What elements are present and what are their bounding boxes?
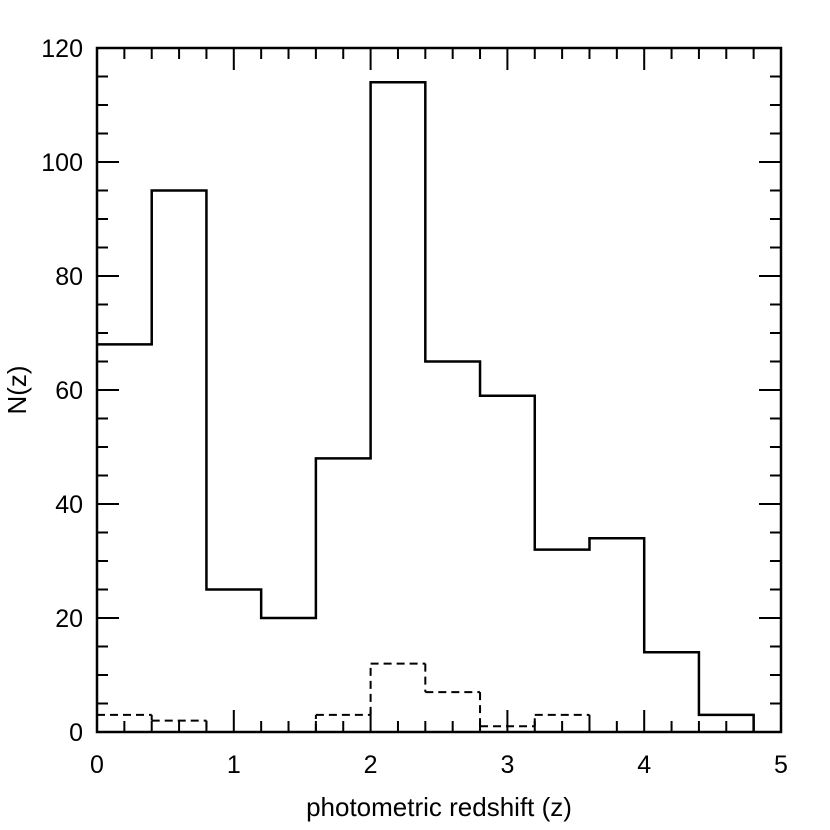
x-tick-label: 2 [364, 751, 378, 779]
y-axis-label: N(z) [2, 365, 32, 414]
y-tick-label: 120 [41, 35, 83, 63]
y-tick-label: 40 [55, 491, 83, 519]
axis-ticks [96, 47, 782, 733]
y-tick-label: 60 [55, 377, 83, 405]
y-tick-label: 0 [69, 719, 83, 747]
y-tick-label: 80 [55, 263, 83, 291]
x-tick-label: 0 [90, 751, 104, 779]
tick-labels: 0 1 2 3 4 5 0 20 40 60 80 100 120 [41, 35, 788, 779]
y-tick-label: 20 [55, 605, 83, 633]
plot-frame [95, 46, 783, 734]
series-solid-outline [97, 80, 755, 732]
x-tick-label: 3 [500, 751, 514, 779]
x-axis-label: photometric redshift (z) [306, 792, 572, 822]
x-tick-label: 1 [227, 751, 241, 779]
x-tick-label: 5 [774, 751, 788, 779]
histogram-series [97, 80, 755, 732]
x-tick-label: 4 [637, 751, 651, 779]
y-tick-label: 100 [41, 149, 83, 177]
